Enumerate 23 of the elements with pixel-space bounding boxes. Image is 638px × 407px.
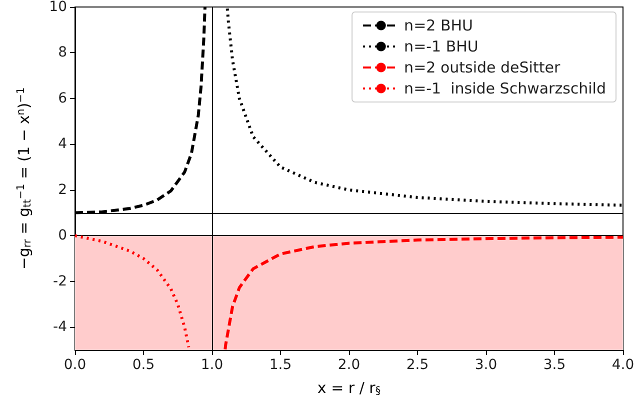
x-tick-label: 3.0 bbox=[474, 357, 498, 373]
x-tick-label: 1.0 bbox=[200, 357, 224, 373]
y-tick-label: -4 bbox=[53, 319, 68, 336]
y-tick-label: 8 bbox=[58, 44, 67, 61]
x-tick-label: 2.0 bbox=[338, 357, 360, 373]
x-tick-label: 4.0 bbox=[612, 357, 634, 373]
y-tick-label: 10 bbox=[49, 0, 67, 15]
x-tick-label: 2.5 bbox=[406, 357, 429, 373]
y-tick-label: 4 bbox=[58, 136, 68, 152]
legend-label: n=2 outside deSitter bbox=[404, 58, 561, 76]
x-tick-label: 0.5 bbox=[132, 357, 155, 373]
x-tick-label: 0.0 bbox=[64, 357, 86, 373]
y-tick-label: 2 bbox=[58, 182, 67, 198]
y-tick-label: 0 bbox=[58, 228, 67, 244]
x-tick-label: 3.5 bbox=[543, 357, 566, 373]
x-axis-title: x = r / r§ bbox=[317, 379, 381, 398]
text: −grr = gtt−1 = (1 − xn)−1 bbox=[14, 87, 34, 270]
legend-label: n=2 BHU bbox=[404, 16, 473, 34]
y-tick-label: -2 bbox=[53, 273, 67, 290]
x-tick-label: 1.5 bbox=[269, 357, 292, 373]
legend-label: n=-1 BHU bbox=[404, 38, 478, 56]
y-tick-label: 6 bbox=[58, 90, 68, 106]
legend-label: n=-1 inside Schwarzschild bbox=[404, 80, 606, 98]
